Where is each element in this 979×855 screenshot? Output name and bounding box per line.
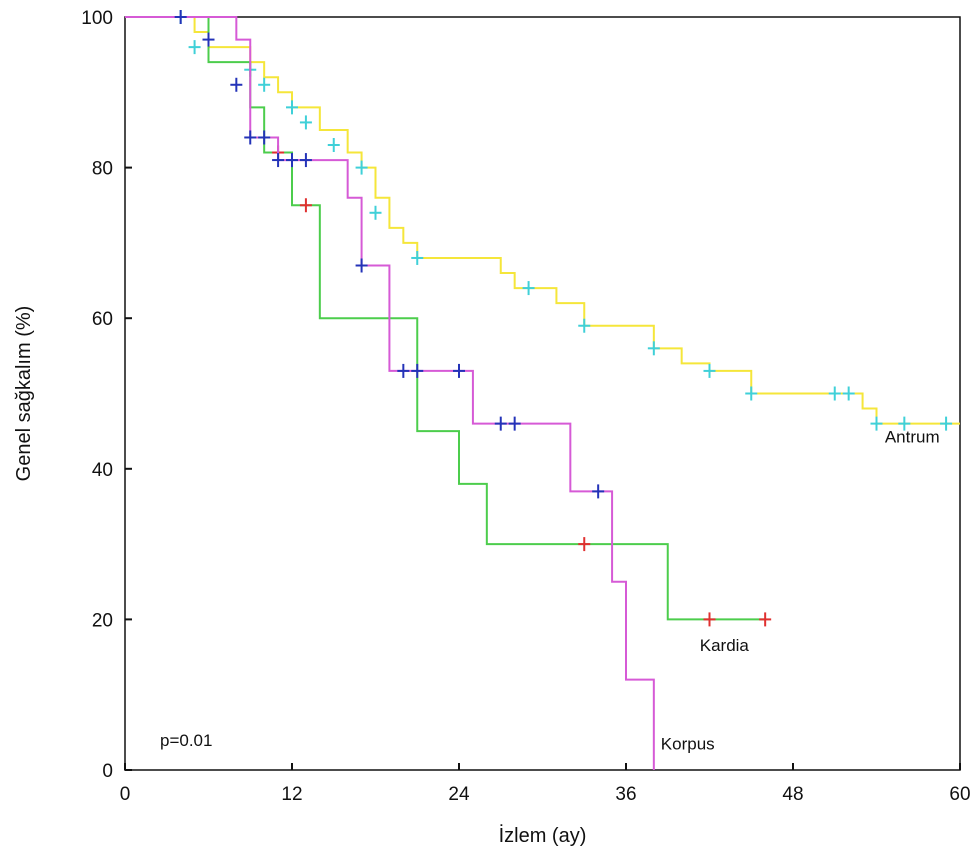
censor-mark-korpus: [244, 130, 257, 145]
y-axis: 0 20 40 60 80 100: [81, 8, 132, 782]
censor-mark-korpus: [258, 130, 271, 145]
x-tick-label: 0: [120, 784, 131, 805]
y-tick-label: 60: [92, 309, 113, 330]
censor-mark-antrum: [647, 341, 660, 356]
censor-mark-kardia: [578, 537, 591, 552]
censor-mark-antrum: [828, 386, 841, 401]
series-label-korpus: Korpus: [661, 735, 715, 754]
series-line-antrum: [125, 16, 960, 425]
censor-mark-korpus: [272, 153, 285, 168]
y-tick-label: 40: [92, 460, 113, 481]
series-label-kardia: Kardia: [700, 636, 750, 655]
censor-mark-antrum: [940, 416, 953, 431]
x-tick-label: 48: [782, 784, 803, 805]
x-axis-title: İzlem (ay): [499, 824, 587, 847]
censor-mark-korpus: [397, 363, 410, 378]
censor-mark-korpus: [453, 363, 465, 378]
x-tick-label: 60: [949, 784, 970, 805]
series-line-kardia: [125, 16, 766, 621]
censor-mark-kardia: [299, 198, 312, 213]
series-labels: Antrum Kardia Korpus: [661, 427, 940, 753]
censor-mark-korpus: [494, 416, 507, 431]
x-axis: 0 12 24 36 48 60: [120, 763, 971, 805]
p-value-annotation: p=0.01: [160, 731, 212, 750]
censor-mark-antrum: [578, 318, 591, 333]
censor-mark-antrum: [299, 115, 312, 130]
plot-frame: [124, 16, 961, 771]
censor-mark-kardia: [703, 612, 716, 627]
series-label-antrum: Antrum: [885, 427, 940, 446]
censor-mark-antrum: [522, 281, 535, 296]
series-korpus: [125, 10, 655, 770]
censor-mark-korpus: [202, 32, 215, 47]
censor-mark-antrum: [258, 77, 271, 92]
censor-mark-korpus: [411, 363, 424, 378]
y-tick-label: 100: [81, 8, 113, 29]
censor-mark-antrum: [898, 416, 911, 431]
censor-mark-antrum: [327, 138, 340, 153]
y-axis-title: Genel sağkalım (%): [13, 306, 35, 482]
series-antrum: [125, 10, 960, 431]
censor-mark-antrum: [286, 100, 298, 115]
censor-mark-antrum: [188, 40, 201, 55]
censor-mark-antrum: [355, 160, 368, 175]
series-kardia: [125, 16, 772, 627]
y-tick-label: 20: [92, 610, 113, 631]
censor-mark-kardia: [759, 612, 772, 627]
censor-mark-antrum: [842, 386, 855, 401]
x-tick-label: 36: [615, 784, 636, 805]
censor-mark-antrum: [870, 416, 883, 431]
series-line-korpus: [125, 16, 655, 770]
y-tick-label: 80: [92, 159, 113, 180]
censor-mark-korpus: [508, 416, 521, 431]
censor-mark-korpus: [230, 77, 243, 92]
censor-mark-korpus: [286, 153, 298, 168]
censor-mark-antrum: [411, 250, 424, 265]
censor-mark-antrum: [369, 205, 382, 220]
censor-mark-korpus: [299, 153, 312, 168]
censor-mark-antrum: [745, 386, 758, 401]
y-tick-label: 0: [102, 761, 113, 782]
x-tick-label: 24: [448, 784, 470, 805]
censor-mark-korpus: [174, 10, 187, 24]
censor-mark-antrum: [703, 363, 716, 378]
censor-mark-korpus: [592, 484, 605, 499]
plot-area: [124, 16, 961, 771]
x-tick-label: 12: [281, 784, 302, 805]
series-layer: [125, 10, 960, 770]
censor-mark-korpus: [355, 258, 368, 273]
